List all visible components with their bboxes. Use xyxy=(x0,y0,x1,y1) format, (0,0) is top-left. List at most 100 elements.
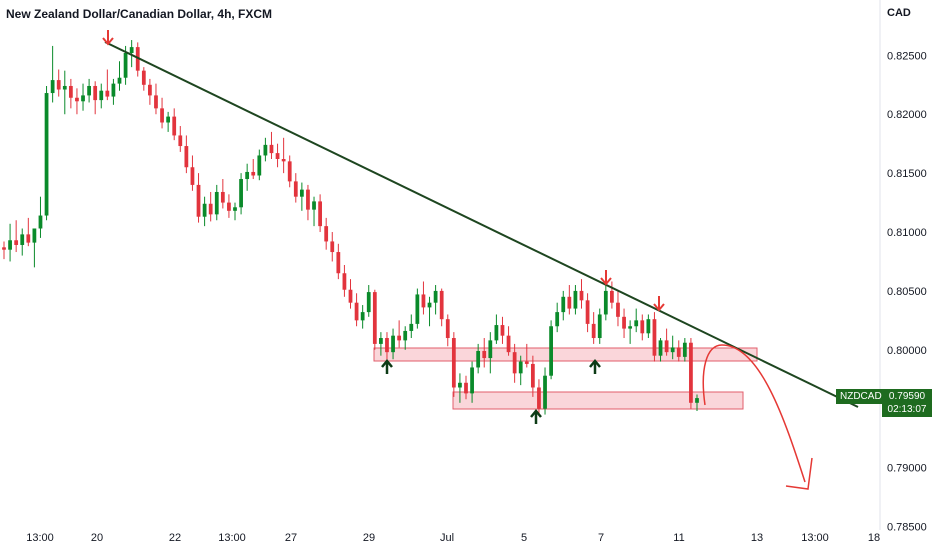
candle xyxy=(622,308,626,339)
candle xyxy=(640,314,645,341)
candle xyxy=(154,83,158,115)
candle xyxy=(214,184,219,221)
candle xyxy=(409,314,414,339)
y-tick-label: 0.80500 xyxy=(887,286,927,298)
candle xyxy=(257,149,262,181)
candle xyxy=(14,220,19,253)
candle xyxy=(99,83,104,109)
candle xyxy=(689,338,693,409)
x-tick-label: 27 xyxy=(285,532,297,544)
candle xyxy=(68,78,73,109)
candle xyxy=(239,173,243,215)
x-tick-label: 13:00 xyxy=(26,532,54,544)
candle xyxy=(208,191,213,222)
candle xyxy=(366,285,371,317)
up-arrow-icon xyxy=(530,409,542,424)
candle xyxy=(44,85,49,221)
up-arrow-icon xyxy=(381,359,393,374)
candle xyxy=(281,137,286,174)
candle xyxy=(269,131,274,159)
x-tick-label: Jul xyxy=(440,532,454,544)
candle xyxy=(506,326,511,356)
candle xyxy=(616,290,620,327)
candle xyxy=(610,281,614,309)
candle xyxy=(62,70,67,115)
candle xyxy=(518,355,523,386)
candle xyxy=(141,67,146,91)
candle xyxy=(379,332,383,356)
candle xyxy=(330,232,335,262)
down-arrow-icon xyxy=(653,296,665,312)
candle xyxy=(32,228,37,268)
candle xyxy=(567,285,572,315)
candle xyxy=(117,61,122,91)
candle xyxy=(494,314,499,344)
candle xyxy=(597,308,602,344)
down-arrow-icon xyxy=(600,270,612,286)
candle xyxy=(166,111,171,132)
candle xyxy=(348,279,353,309)
candle xyxy=(658,338,663,362)
candle xyxy=(299,182,304,211)
candle xyxy=(628,320,633,344)
candle xyxy=(591,312,596,344)
candle xyxy=(397,320,402,348)
x-tick-label: 13:00 xyxy=(218,532,246,544)
y-tick-label: 0.81000 xyxy=(887,227,927,239)
candle xyxy=(306,184,310,221)
candle xyxy=(178,126,183,152)
candle xyxy=(524,343,529,368)
candle xyxy=(561,290,566,321)
support-zone-lower xyxy=(452,391,744,410)
y-tick-label: 0.82000 xyxy=(887,109,927,121)
candle xyxy=(287,155,292,188)
candle xyxy=(245,163,250,191)
x-tick-label: 22 xyxy=(169,532,181,544)
candle xyxy=(664,328,669,356)
candle xyxy=(646,314,651,339)
last-price: 0.79590 xyxy=(888,391,926,402)
candle xyxy=(81,83,85,111)
candle xyxy=(670,335,675,360)
candle xyxy=(360,305,365,329)
y-tick-label: 0.80000 xyxy=(887,345,927,357)
candle xyxy=(202,196,207,227)
candle xyxy=(8,223,12,262)
candle xyxy=(75,88,79,115)
candle xyxy=(579,279,584,309)
x-tick-label: 18 xyxy=(868,532,880,544)
up-arrow-icon xyxy=(589,359,601,374)
candle xyxy=(105,69,110,101)
candle xyxy=(458,373,462,403)
candle xyxy=(220,179,225,209)
candle xyxy=(342,265,347,297)
candle xyxy=(385,332,389,362)
candle xyxy=(50,45,55,103)
candle xyxy=(160,97,164,129)
symbol-tag: NZDCAD xyxy=(836,389,886,404)
x-tick-label: 13:00 xyxy=(801,532,829,544)
candle xyxy=(93,81,98,115)
candle xyxy=(500,316,505,344)
x-tick-label: 13 xyxy=(751,532,763,544)
candle xyxy=(695,394,699,412)
candle xyxy=(464,375,468,400)
candle xyxy=(488,332,493,374)
candle xyxy=(190,155,195,191)
candle xyxy=(530,355,535,397)
candle xyxy=(233,202,237,221)
y-tick-label: 0.82500 xyxy=(887,50,927,62)
currency-label: CAD xyxy=(887,7,911,19)
candle xyxy=(111,78,116,105)
x-tick-label: 11 xyxy=(673,532,684,544)
y-tick-label: 0.78500 xyxy=(887,521,927,533)
candle xyxy=(470,361,474,403)
candle xyxy=(275,143,280,168)
candle xyxy=(537,379,541,415)
candle xyxy=(439,288,444,327)
candle xyxy=(634,308,639,333)
bar-countdown: 02:13:07 xyxy=(887,404,927,415)
candle xyxy=(652,312,657,362)
trendline[interactable] xyxy=(104,41,859,408)
